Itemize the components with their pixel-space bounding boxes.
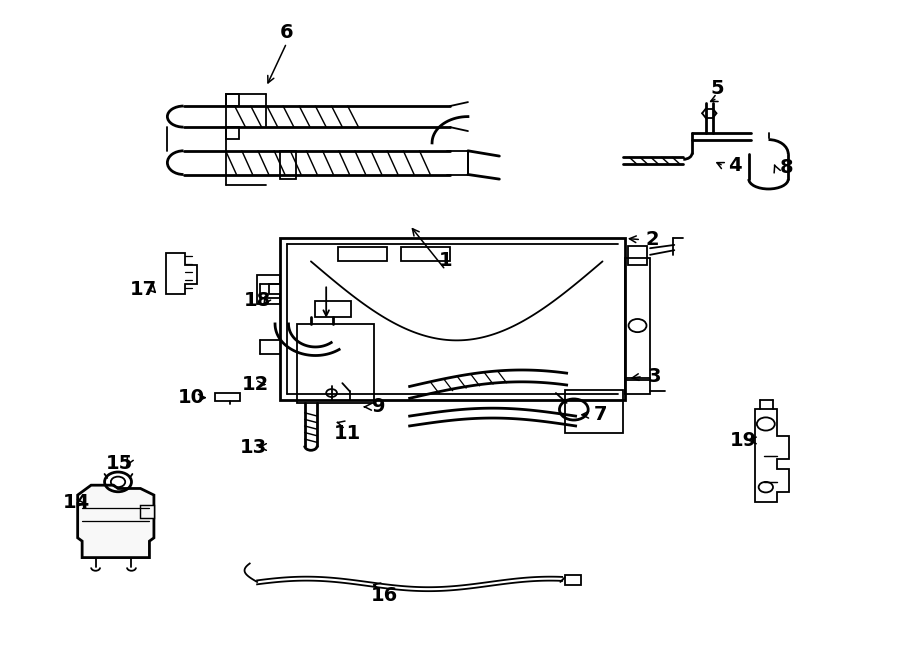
Polygon shape [77, 485, 154, 558]
Bar [298, 324, 374, 403]
Text: 14: 14 [62, 494, 90, 512]
Text: 17: 17 [130, 280, 157, 299]
Text: 9: 9 [372, 397, 385, 416]
Bar [338, 247, 387, 261]
Text: 13: 13 [240, 438, 267, 457]
Bar [280, 239, 625, 400]
Text: 11: 11 [333, 424, 361, 443]
Bar [140, 505, 154, 518]
Bar [226, 127, 239, 139]
Text: 5: 5 [710, 79, 724, 98]
Bar [315, 301, 351, 317]
Text: 18: 18 [244, 292, 271, 311]
Text: 16: 16 [371, 586, 399, 605]
Text: 2: 2 [645, 230, 659, 249]
Text: 15: 15 [105, 454, 132, 473]
Bar [565, 390, 623, 432]
Bar [565, 575, 581, 585]
Text: 4: 4 [728, 157, 742, 175]
Text: 19: 19 [730, 431, 757, 450]
Text: 12: 12 [242, 375, 269, 394]
Bar [215, 393, 240, 401]
Text: 8: 8 [780, 159, 794, 177]
Bar [226, 95, 239, 106]
Text: 10: 10 [178, 388, 205, 407]
Bar [400, 247, 450, 261]
Text: 3: 3 [647, 367, 661, 386]
Bar [625, 258, 650, 380]
Bar [625, 378, 650, 395]
Bar [280, 151, 296, 179]
Bar [627, 247, 647, 264]
Text: 6: 6 [280, 24, 293, 42]
Text: 7: 7 [594, 405, 608, 424]
Text: 1: 1 [438, 251, 452, 270]
